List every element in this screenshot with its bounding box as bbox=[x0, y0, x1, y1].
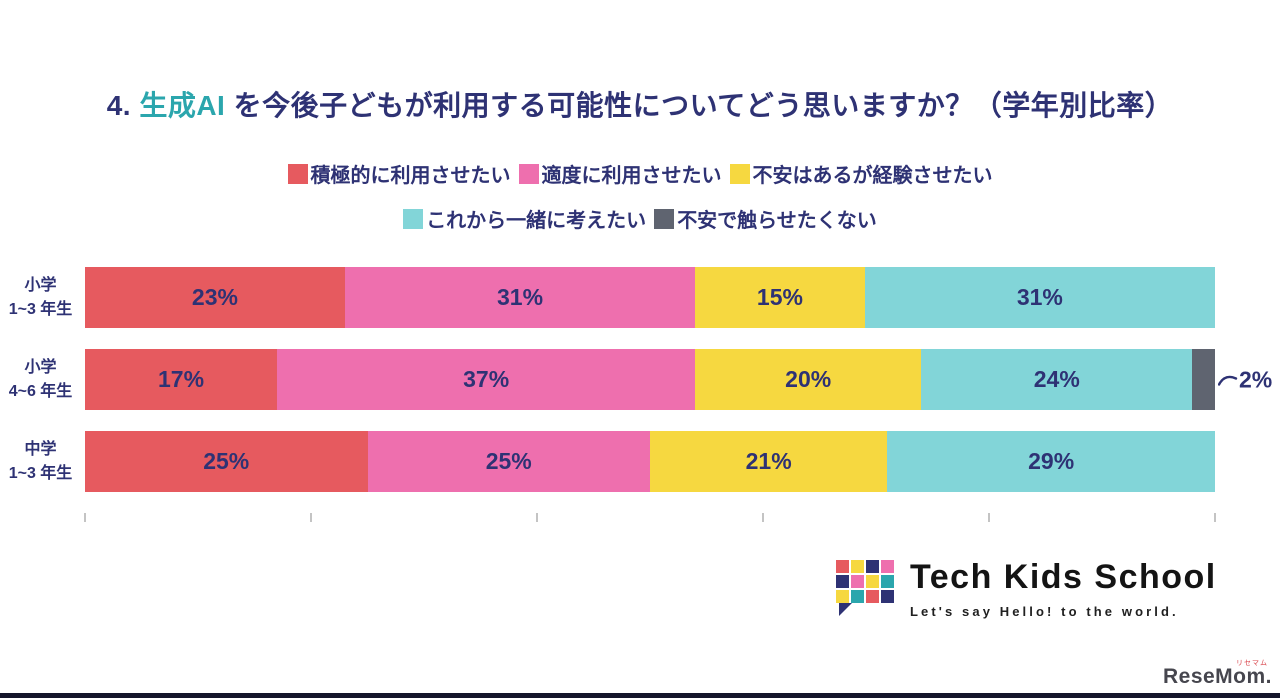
mosaic-square bbox=[851, 575, 864, 588]
speech-bubble-mosaic-icon bbox=[836, 560, 894, 616]
legend-item-2: 不安はあるが経験させたい bbox=[729, 159, 993, 188]
legend-item-1: 適度に利用させたい bbox=[518, 159, 722, 188]
stacked-bar-chart: 小学 1~3 年生 23% 31% 15% 31% 小学 4~6 年生 17% 37% 20% 24%… bbox=[0, 267, 1272, 523]
legend-swatch-icon bbox=[729, 163, 750, 184]
resemom-logo: リセマム ReseMom. bbox=[1162, 660, 1272, 689]
legend-item-3: これから一緒に考えたい bbox=[403, 204, 646, 233]
row-label: 小学 1~3 年生 bbox=[8, 277, 73, 318]
axis-tick bbox=[1214, 513, 1216, 522]
legend: 積極的に利用させたい 適度に利用させたい 不安はあるが経験させたい これから一緒に考… bbox=[0, 159, 1280, 249]
bar-segment: 25% bbox=[85, 431, 368, 492]
resemom-furigana: リセマム bbox=[1236, 660, 1268, 667]
mosaic-square bbox=[881, 560, 894, 573]
mosaic-square bbox=[881, 590, 894, 603]
segment-value: 15% bbox=[756, 284, 803, 310]
callout-curve-icon bbox=[1218, 375, 1238, 386]
bar-segment: 17% bbox=[85, 349, 278, 410]
bar-track: 25% 25% 21% 29% bbox=[85, 431, 1215, 492]
chart-row-2: 中学 1~3 年生 25% 25% 21% 29% bbox=[0, 431, 1215, 492]
legend-row-1: 積極的に利用させたい 適度に利用させたい 不安はあるが経験させたい bbox=[0, 159, 1280, 188]
bubble-tail-icon bbox=[839, 603, 852, 616]
brand-tagline: Let's say Hello! to the world. bbox=[910, 604, 1179, 619]
tech-kids-school-logo: Tech Kids School Let's say Hello! to the… bbox=[836, 558, 1217, 619]
segment-value: 31% bbox=[1016, 284, 1063, 310]
legend-item-0: 積極的に利用させたい bbox=[287, 159, 511, 188]
segment-value: 29% bbox=[1028, 448, 1075, 474]
segment-value: 17% bbox=[158, 366, 205, 392]
callout-value: 2% bbox=[1239, 366, 1273, 392]
bar-segment: 20% bbox=[695, 349, 922, 410]
legend-label: 不安で触らせたくない bbox=[677, 210, 877, 232]
row-label: 小学 4~6 年生 bbox=[8, 359, 73, 400]
bar-segment: 15% bbox=[695, 267, 865, 328]
legend-label: これから一緒に考えたい bbox=[426, 210, 647, 232]
legend-swatch-icon bbox=[403, 208, 424, 229]
axis-tick bbox=[536, 513, 538, 522]
axis-tick bbox=[762, 513, 764, 522]
segment-value: 37% bbox=[463, 366, 510, 392]
mosaic-square bbox=[881, 575, 894, 588]
segment-value: 23% bbox=[191, 284, 238, 310]
segment-value: 25% bbox=[485, 448, 532, 474]
mosaic-square bbox=[836, 575, 849, 588]
segment-value: 31% bbox=[497, 284, 544, 310]
bar-track: 23% 31% 15% 31% bbox=[85, 267, 1215, 328]
title-prefix: 4. bbox=[106, 90, 140, 121]
mosaic-square bbox=[866, 560, 879, 573]
segment-value: 21% bbox=[745, 448, 792, 474]
chart-rows: 小学 1~3 年生 23% 31% 15% 31% 小学 4~6 年生 17% 37% 20% 24%… bbox=[0, 267, 1272, 492]
chart-row-0: 小学 1~3 年生 23% 31% 15% 31% bbox=[0, 267, 1215, 328]
bar-segment: 29% bbox=[887, 431, 1215, 492]
legend-row-2: これから一緒に考えたい 不安で触らせたくない bbox=[0, 204, 1280, 233]
title-highlight: 生成AI bbox=[139, 90, 226, 121]
bar-segment: 24% bbox=[921, 349, 1193, 410]
title-rest: を今後子どもが利用する可能性についてどう思いますか？（学年別比率） bbox=[225, 90, 1174, 121]
axis-tick bbox=[310, 513, 312, 522]
legend-swatch-icon bbox=[287, 163, 308, 184]
legend-label: 積極的に利用させたい bbox=[310, 165, 511, 187]
mosaic-square bbox=[866, 575, 879, 588]
mosaic-square bbox=[836, 560, 849, 573]
brand-name: Tech Kids School bbox=[910, 558, 1217, 596]
row-label: 中学 1~3 年生 bbox=[8, 441, 73, 482]
chart-row-1: 小学 4~6 年生 17% 37% 20% 24% 2% bbox=[0, 349, 1272, 410]
bar-segment: 31% bbox=[344, 267, 696, 328]
page-title: 4. 生成AI を今後子どもが利用する可能性についてどう思いますか？（学年別比率… bbox=[0, 84, 1280, 124]
legend-label: 適度に利用させたい bbox=[541, 165, 722, 187]
bar-segment: 23% bbox=[85, 267, 345, 328]
bar-segment bbox=[1192, 349, 1215, 410]
bar-segment: 21% bbox=[650, 431, 888, 492]
legend-swatch-icon bbox=[518, 163, 539, 184]
mosaic-square bbox=[851, 590, 864, 603]
legend-swatch-icon bbox=[654, 208, 675, 229]
resemom-text: ReseMom. bbox=[1162, 665, 1272, 688]
axis-ticks bbox=[84, 513, 1216, 523]
segment-value: 25% bbox=[203, 448, 250, 474]
mosaic-grid bbox=[836, 560, 894, 603]
callout: 2% bbox=[1218, 366, 1272, 393]
mosaic-square bbox=[866, 590, 879, 603]
mosaic-square bbox=[851, 560, 864, 573]
bar-segment: 25% bbox=[367, 431, 650, 492]
brand-text: Tech Kids School Let's say Hello! to the… bbox=[910, 558, 1217, 619]
segment-value: 20% bbox=[785, 366, 832, 392]
bar-segment: 37% bbox=[277, 349, 696, 410]
bottom-bar bbox=[0, 693, 1280, 698]
legend-item-4: 不安で触らせたくない bbox=[654, 204, 877, 233]
bar-segment: 31% bbox=[864, 267, 1215, 328]
mosaic-square bbox=[836, 590, 849, 603]
segment-value: 24% bbox=[1033, 366, 1080, 392]
axis-tick bbox=[988, 513, 990, 522]
axis-tick bbox=[84, 513, 86, 522]
legend-label: 不安はあるが経験させたい bbox=[752, 165, 993, 187]
bar-track: 17% 37% 20% 24% 2% bbox=[85, 349, 1272, 410]
